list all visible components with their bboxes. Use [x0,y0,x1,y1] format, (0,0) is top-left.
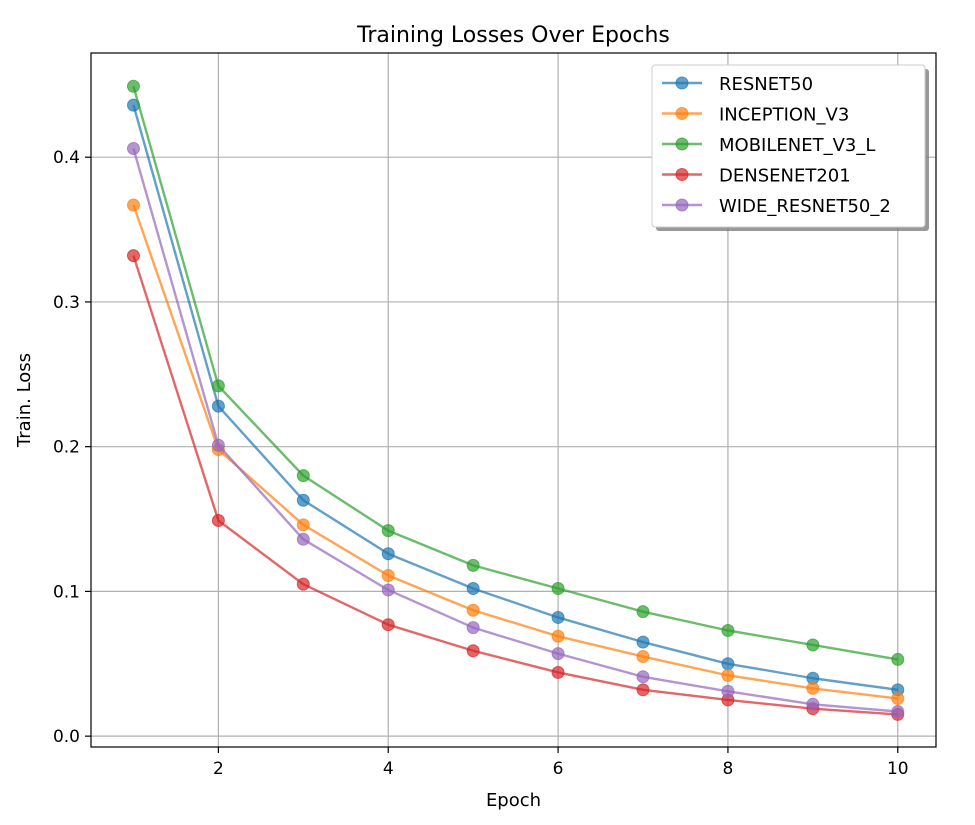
data-point-densenet201 [296,577,310,591]
x-tick-label: 2 [213,759,224,779]
legend-entry-wide-resnet50-2: WIDE_RESNET50_2 [662,196,891,217]
series-inception-v3 [126,198,905,706]
data-point-densenet201 [551,665,565,679]
data-point-mobilenet-v3-l [551,582,565,596]
series-line-densenet201 [132,255,898,716]
data-point-wide-resnet50-2 [806,697,820,711]
series-line-wide-resnet50-2 [132,148,898,713]
series-line-mobilenet-v3-l [132,85,898,661]
x-axis-label: Epoch [486,790,541,811]
data-point-mobilenet-v3-l [721,623,735,637]
data-point-inception-v3 [466,603,480,617]
data-point-resnet50 [466,582,480,596]
data-point-resnet50 [296,493,310,507]
data-point-wide-resnet50-2 [296,532,310,546]
legend: RESNET50 INCEPTION_V3 MOBILENET_V3_L DENSEN… [651,64,929,231]
data-point-inception-v3 [636,650,650,664]
data-point-mobilenet-v3-l [126,79,140,93]
data-point-densenet201 [211,513,225,527]
series-group [126,79,905,721]
data-point-inception-v3 [126,198,140,212]
data-point-inception-v3 [721,668,735,682]
legend-entry-resnet50: RESNET50 [662,74,813,95]
data-point-densenet201 [466,644,480,658]
data-point-densenet201 [126,249,140,263]
legend-label: DENSENET201 [719,166,851,187]
data-point-wide-resnet50-2 [551,647,565,661]
plot-frame [90,52,937,748]
legend-box [651,64,926,228]
legend-entry-densenet201: DENSENET201 [662,166,851,187]
data-point-mobilenet-v3-l [806,638,820,652]
series-wide-resnet50-2 [126,142,905,719]
data-point-mobilenet-v3-l [296,469,310,483]
y-tick-label: 0.3 [53,293,80,313]
data-point-mobilenet-v3-l [381,524,395,538]
data-point-wide-resnet50-2 [211,438,225,452]
data-point-resnet50 [721,657,735,671]
data-point-wide-resnet50-2 [466,621,480,635]
x-tick-label: 10 [887,759,909,779]
data-point-densenet201 [636,683,650,697]
legend-label: RESNET50 [719,74,813,95]
x-tick-label: 6 [553,759,564,779]
series-line-resnet50 [132,104,898,692]
legend-label: INCEPTION_V3 [719,105,849,126]
y-tick-label: 0.2 [53,438,80,458]
data-point-wide-resnet50-2 [381,583,395,597]
legend-label: MOBILENET_V3_L [719,135,875,156]
legend-marker-swatch [675,168,689,181]
data-point-wide-resnet50-2 [636,670,650,684]
data-point-resnet50 [211,399,225,413]
legend-entry-inception-v3: INCEPTION_V3 [662,105,849,126]
x-tick-label: 4 [383,759,394,779]
y-tick-label: 0.4 [53,148,80,168]
legend-label: WIDE_RESNET50_2 [719,196,891,217]
series-mobilenet-v3-l [126,79,905,666]
data-point-inception-v3 [806,681,820,695]
data-point-resnet50 [551,610,565,624]
data-point-mobilenet-v3-l [891,652,905,666]
x-tick-label: 8 [723,759,734,779]
data-point-wide-resnet50-2 [721,684,735,698]
data-point-wide-resnet50-2 [126,142,140,156]
ticks: 2 4 6 8 10 0.0 0.1 0.2 0.3 0.4 [53,148,909,779]
series-line-inception-v3 [132,204,898,700]
y-axis-label: Train. Loss [14,353,35,448]
data-point-inception-v3 [891,692,905,706]
data-point-inception-v3 [381,568,395,582]
data-point-resnet50 [381,547,395,561]
legend-marker-swatch [675,198,689,212]
legend-entry-mobilenet-v3-l: MOBILENET_V3_L [662,135,875,156]
data-point-inception-v3 [551,629,565,643]
legend-marker-swatch [675,137,689,151]
legend-marker-swatch [675,107,689,120]
data-point-inception-v3 [296,518,310,532]
chart-title: Training Losses Over Epochs [356,23,670,48]
data-point-mobilenet-v3-l [466,558,480,572]
data-point-mobilenet-v3-l [636,605,650,619]
data-point-densenet201 [381,618,395,632]
data-point-mobilenet-v3-l [211,379,225,393]
y-tick-label: 0.0 [53,727,80,747]
data-point-wide-resnet50-2 [891,705,905,719]
legend-marker-swatch [675,76,689,90]
data-point-resnet50 [636,635,650,649]
y-tick-label: 0.1 [53,582,80,602]
